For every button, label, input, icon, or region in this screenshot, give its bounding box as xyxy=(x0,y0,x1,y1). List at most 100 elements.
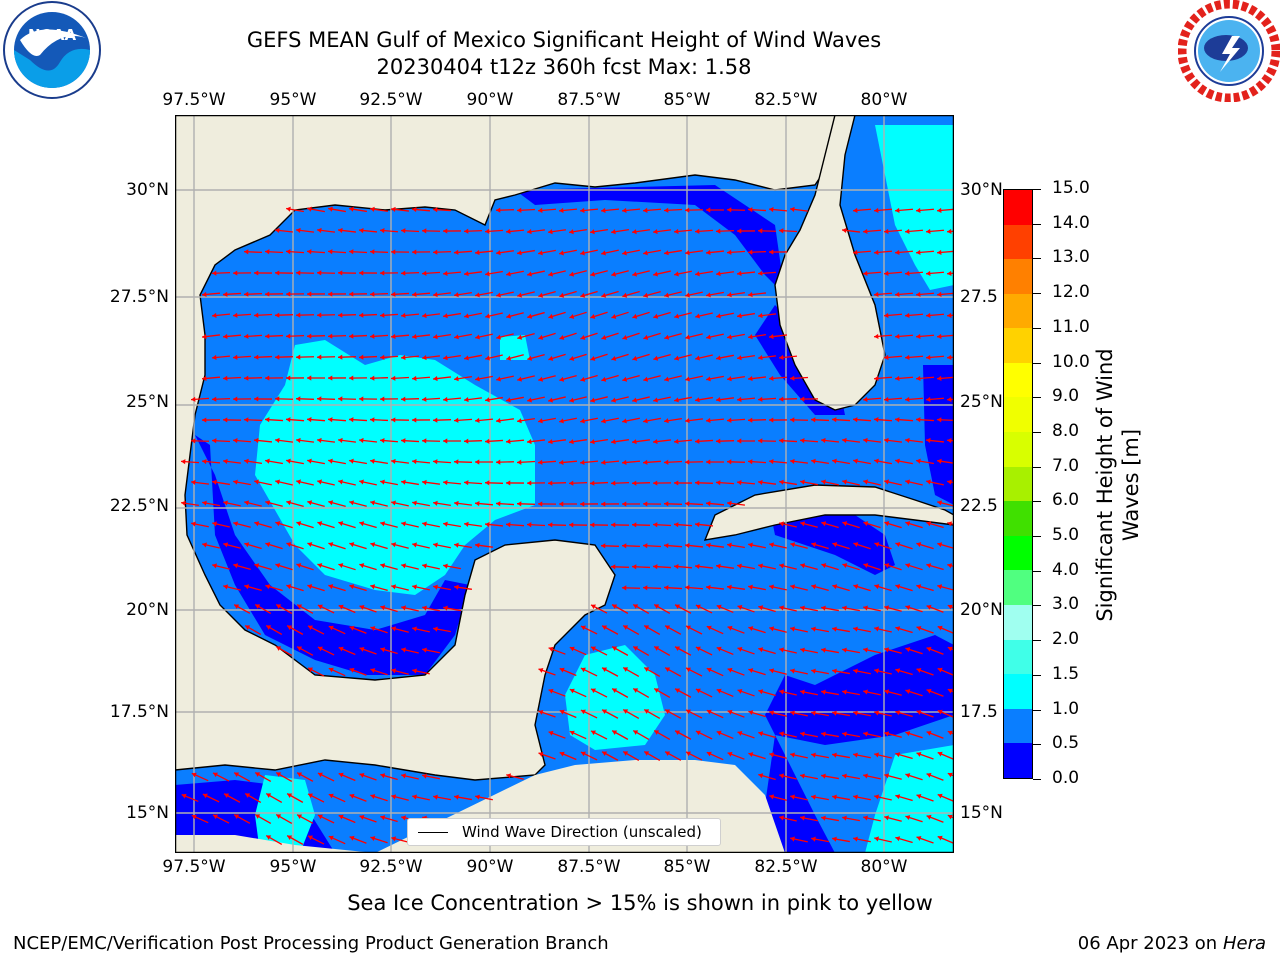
wave-direction-arrowhead xyxy=(464,228,469,234)
wave-direction-arrowhead xyxy=(737,313,742,319)
wave-direction-arrowhead xyxy=(937,667,943,673)
wave-direction-arrowhead xyxy=(569,646,575,652)
wave-direction-arrowhead xyxy=(266,835,272,840)
wave-direction-arrowhead xyxy=(800,563,806,569)
wave-direction-arrowhead xyxy=(863,563,869,569)
wave-direction-arrowhead xyxy=(602,625,608,631)
wave-direction-arrowhead xyxy=(842,731,847,737)
wave-direction-arrowhead xyxy=(706,334,711,340)
wave-direction-arrowhead xyxy=(737,731,743,736)
wave-direction-arrowhead xyxy=(674,355,680,361)
map-panel[interactable] xyxy=(175,115,954,853)
wave-direction-arrowhead xyxy=(884,312,889,318)
wave-direction-arrowhead xyxy=(391,626,397,632)
wave-direction-arrowhead xyxy=(275,227,280,234)
wave-direction-arrowhead xyxy=(706,584,711,591)
wave-direction-arrowhead xyxy=(454,417,459,423)
wave-direction-arrowhead xyxy=(779,773,784,779)
wave-direction-arrowhead xyxy=(412,375,417,381)
wave-direction-arrowhead xyxy=(853,458,858,464)
wave-direction-arrowhead xyxy=(821,731,826,737)
wave-direction-arrowhead xyxy=(401,228,406,234)
wave-direction-arrowhead xyxy=(632,229,637,235)
wave-direction-arrowhead xyxy=(769,668,775,674)
wave-direction-arrowhead xyxy=(664,207,669,213)
wave-direction-arrowhead xyxy=(338,312,343,318)
wave-direction-arrowhead xyxy=(622,207,627,214)
wave-direction-arrowhead xyxy=(727,584,732,590)
wave-direction-arrowhead xyxy=(916,207,921,213)
wave-direction-arrowhead xyxy=(811,794,816,800)
wave-direction-arrowhead xyxy=(412,417,417,423)
wave-direction-arrowhead xyxy=(328,793,334,799)
wave-direction-arrowhead xyxy=(212,772,218,778)
wave-direction-arrowhead xyxy=(937,291,942,297)
wave-direction-arrowhead xyxy=(685,625,691,631)
wave-direction-arrowhead xyxy=(317,563,323,569)
wave-direction-arrowhead xyxy=(412,584,417,590)
wave-direction-arrowhead xyxy=(863,689,868,695)
wave-direction-arrowhead xyxy=(244,542,250,548)
wave-direction-arrowhead xyxy=(265,333,270,339)
wave-direction-arrowhead xyxy=(548,646,554,652)
wave-direction-arrowhead xyxy=(517,459,522,465)
wave-direction-arrowhead xyxy=(884,773,890,779)
wave-direction-arrowhead xyxy=(947,563,953,569)
wave-direction-arrowhead xyxy=(853,794,858,800)
wave-direction-arrowhead xyxy=(475,292,480,298)
wave-direction-arrowhead xyxy=(832,584,838,590)
lon-tick-bottom: 92.5°W xyxy=(359,857,423,877)
wave-direction-arrowhead xyxy=(758,313,763,319)
wave-direction-arrowhead xyxy=(611,271,617,277)
wave-direction-arrowhead xyxy=(412,626,417,632)
wave-direction-arrowhead xyxy=(874,375,879,381)
wave-direction-arrowhead xyxy=(296,270,301,276)
wave-direction-arrowhead xyxy=(328,625,334,631)
wave-direction-arrowhead xyxy=(422,313,427,319)
wave-direction-arrowhead xyxy=(706,501,711,507)
wave-direction-arrowhead xyxy=(643,292,649,298)
wave-direction-arrowhead xyxy=(433,334,438,340)
wave-direction-arrowhead xyxy=(464,521,469,527)
footer-date: 06 Apr 2023 on Hera xyxy=(1078,933,1266,954)
wave-direction-arrowhead xyxy=(643,376,649,382)
wave-direction-arrowhead xyxy=(590,688,596,694)
wave-direction-arrowhead xyxy=(527,438,532,445)
wave-direction-arrowhead xyxy=(926,479,931,485)
wave-direction-arrowhead xyxy=(275,270,280,276)
wave-direction-arrowhead xyxy=(286,500,292,506)
wave-direction-arrowhead xyxy=(349,458,354,464)
wave-direction-arrowhead xyxy=(422,521,427,527)
wave-direction-arrowhead xyxy=(496,292,501,298)
wave-direction-arrowhead xyxy=(202,458,207,465)
wave-direction-arrowhead xyxy=(412,668,417,674)
wave-direction-arrowhead xyxy=(653,480,658,486)
wave-direction-arrowhead xyxy=(590,439,595,445)
wave-direction-arrowhead xyxy=(317,479,322,485)
wave-direction-arrowhead xyxy=(800,521,806,527)
wave-direction-arrowhead xyxy=(644,625,650,630)
wave-direction-arrowhead xyxy=(506,773,512,779)
wave-direction-arrowhead xyxy=(737,605,743,610)
colorbar-tick-label: 3.0 xyxy=(1052,594,1080,615)
lon-tick-top: 85°W xyxy=(663,90,711,110)
wave-direction-arrowhead xyxy=(580,207,585,214)
wave-direction-arrowhead xyxy=(496,334,502,340)
wave-direction-arrowhead xyxy=(517,334,523,340)
wave-direction-arrowhead xyxy=(842,437,847,443)
wave-direction-arrowhead xyxy=(590,480,595,486)
wave-direction-arrowhead xyxy=(244,249,249,255)
colorbar-tick-mark xyxy=(1033,466,1041,468)
wave-direction-arrowhead xyxy=(874,836,879,842)
wave-direction-arrowhead xyxy=(874,752,879,758)
wave-direction-arrowhead xyxy=(947,354,952,360)
wave-direction-arrowhead xyxy=(317,312,322,318)
wave-direction-arrowhead xyxy=(296,227,301,233)
wave-direction-arrowhead xyxy=(380,605,386,611)
wave-direction-arrowhead xyxy=(212,396,217,402)
wave-direction-arrowhead xyxy=(695,563,700,570)
wave-direction-arrowhead xyxy=(359,647,365,652)
wave-direction-arrowhead xyxy=(223,584,229,590)
wave-direction-arrowhead xyxy=(548,522,553,528)
colorbar-tick-mark xyxy=(1033,605,1041,607)
